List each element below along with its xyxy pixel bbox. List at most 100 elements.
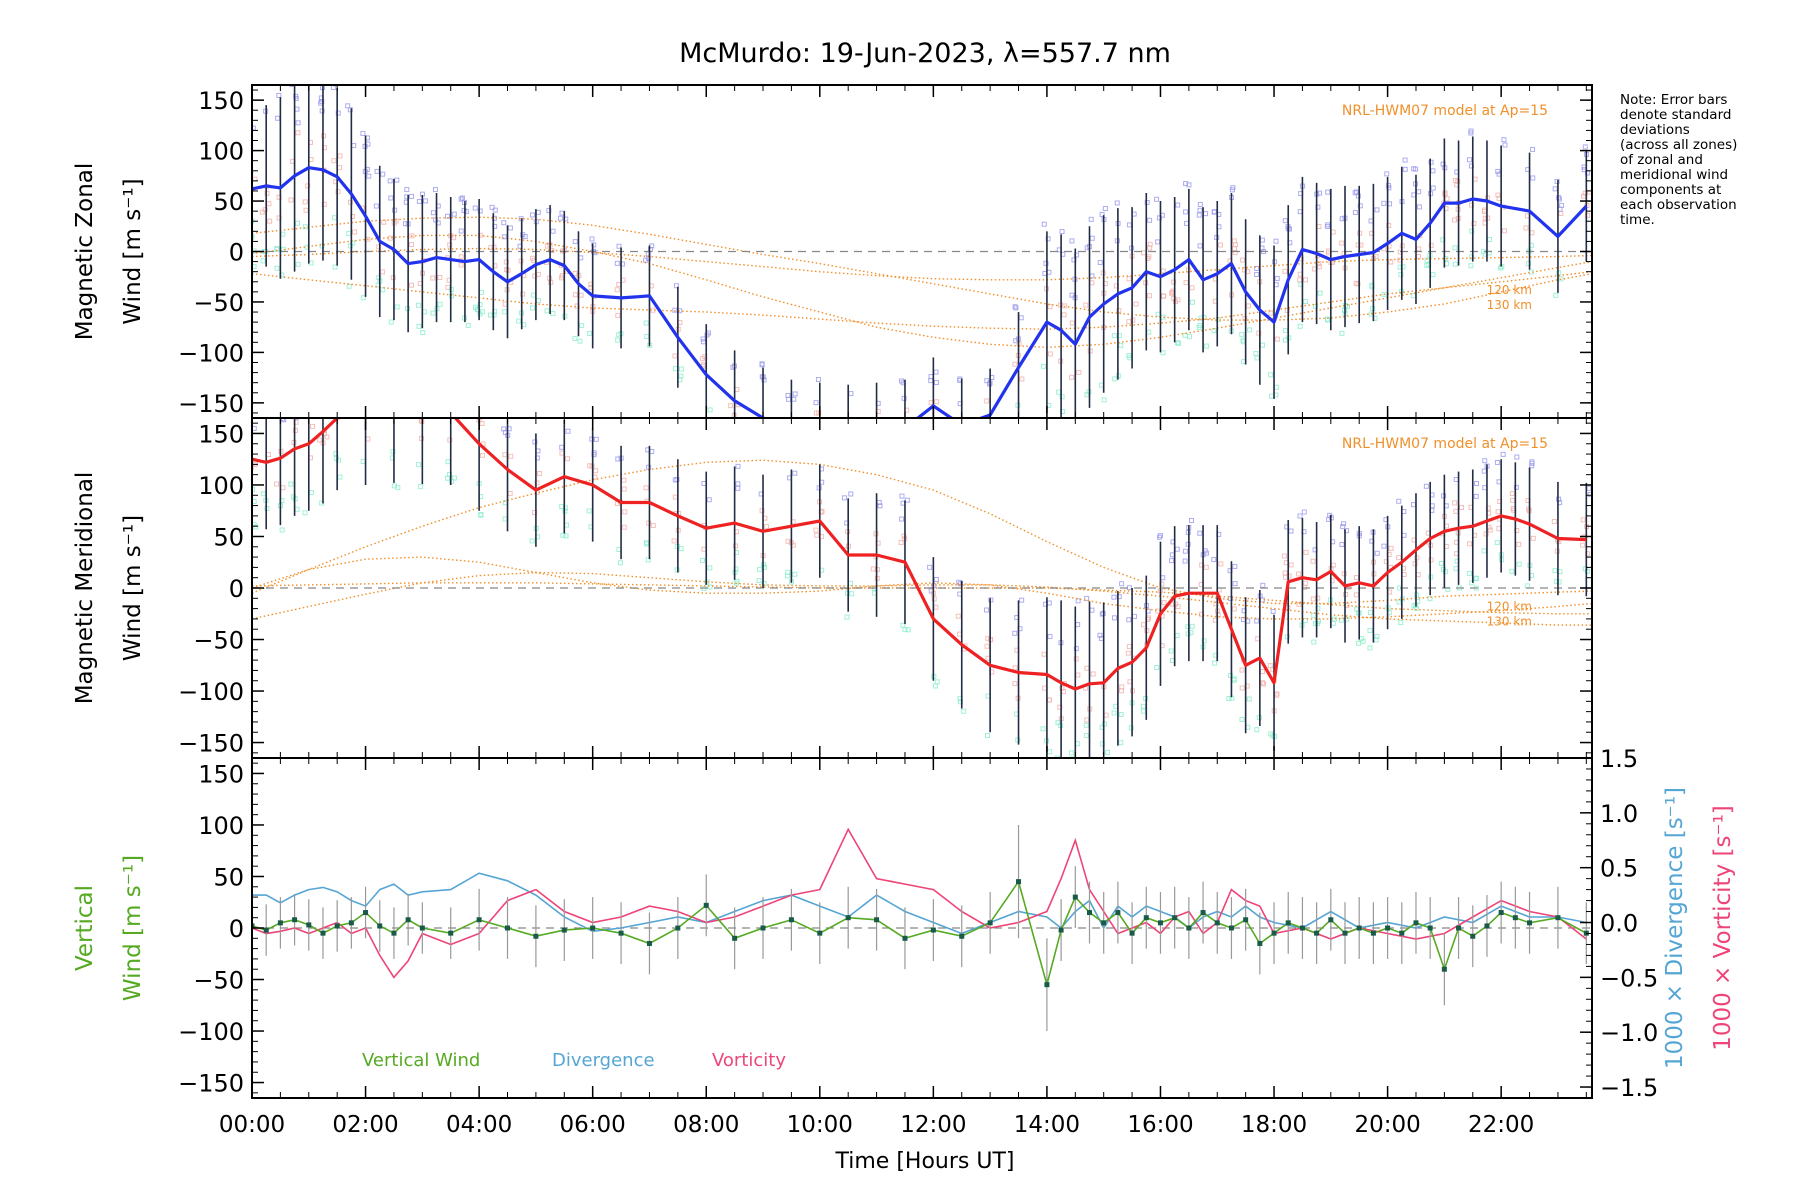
scatter-point: [1312, 621, 1318, 627]
scatter-point: [360, 130, 366, 136]
data-point: [1101, 920, 1107, 926]
legend-item: Vorticity: [712, 1050, 786, 1071]
scatter-point: [1268, 372, 1274, 378]
scatter-point: [459, 195, 465, 201]
scatter-point: [759, 508, 765, 514]
x-tick-label: 00:00: [219, 1112, 285, 1138]
data-point: [1115, 910, 1121, 916]
scatter-point: [983, 607, 989, 613]
scatter-point: [1495, 168, 1501, 174]
scatter-point: [252, 465, 254, 471]
scatter-point: [1090, 671, 1096, 677]
scatter-point: [1126, 617, 1132, 623]
series-line-zonal: [252, 166, 1588, 418]
scatter-point: [1183, 280, 1189, 286]
scatter-point: [560, 532, 566, 538]
scatter-point: [1217, 242, 1223, 248]
scatter-point: [1288, 562, 1294, 568]
y2-label-divergence: 1000 × Divergence [s⁻¹]: [1662, 787, 1688, 1069]
scatter-point: [289, 85, 295, 87]
model-label: NRL-HWM07 model at Ap=15: [1342, 103, 1548, 119]
plot-area: [252, 85, 1592, 418]
scatter-point: [430, 210, 436, 216]
note-line: denote standard: [1620, 107, 1731, 123]
scatter-point: [1356, 640, 1362, 646]
panel-zonal: 150 100 50 0 −50 −100 −150 NRL-HWM07 model at A…: [72, 84, 1593, 419]
scatter-point: [1552, 568, 1558, 574]
scatter-point: [1169, 558, 1175, 564]
scatter-point: [1303, 580, 1309, 586]
scatter-point: [1471, 220, 1477, 226]
scatter-point: [1054, 755, 1060, 758]
scatter-point: [815, 377, 821, 383]
y-tick-label: 50: [213, 863, 244, 891]
scatter-point: [1282, 218, 1288, 224]
scatter-point: [1118, 342, 1124, 348]
scatter-point: [841, 495, 847, 501]
scatter-point: [1317, 190, 1323, 196]
scatter-point: [279, 527, 285, 533]
scatter-point: [678, 546, 684, 552]
scatter-point: [1341, 521, 1347, 527]
scatter-point: [785, 538, 791, 544]
scatter-point: [563, 533, 569, 539]
scatter-point: [1111, 333, 1117, 339]
scatter-point: [1339, 240, 1345, 246]
scatter-point: [458, 196, 464, 202]
scatter-point: [673, 283, 679, 289]
scatter-point: [1513, 484, 1519, 490]
scatter-point: [477, 302, 483, 308]
scatter-point: [1325, 222, 1331, 228]
scatter-point: [706, 497, 712, 503]
scatter-point: [1582, 144, 1588, 150]
scatter-point: [1240, 257, 1246, 263]
scatter-point: [1047, 304, 1053, 310]
scatter-point: [615, 337, 621, 343]
scatter-point: [1128, 725, 1134, 731]
scatter-point: [1254, 355, 1260, 361]
scatter-point: [1254, 266, 1260, 272]
scatter-point: [502, 309, 508, 315]
scatter-point: [1156, 215, 1162, 221]
scatter-point: [621, 486, 627, 492]
data-point: [1072, 894, 1078, 900]
x-tick-label: 18:00: [1241, 1112, 1307, 1138]
scatter-point: [1133, 301, 1139, 307]
error-bar-note: Note: Error bars denote standard deviation…: [1620, 92, 1737, 228]
scatter-point: [1189, 285, 1195, 291]
data-point: [1399, 930, 1405, 936]
scatter-point: [1339, 542, 1345, 548]
scatter-point: [1069, 320, 1075, 326]
scatter-point: [1069, 756, 1075, 758]
data-point: [817, 930, 823, 936]
data-point: [1555, 915, 1561, 921]
scatter-point: [1097, 259, 1103, 265]
scatter-point: [1466, 157, 1472, 163]
scatter-point: [550, 228, 556, 234]
altitude-label: 130 km: [1487, 298, 1532, 312]
scatter-point: [905, 627, 911, 633]
scatter-point: [1516, 541, 1522, 547]
scatter-point: [1452, 245, 1458, 251]
data-point: [1087, 910, 1092, 916]
scatter-point: [1047, 351, 1053, 357]
scatter-point: [1268, 310, 1274, 316]
scatter-point: [1297, 513, 1303, 519]
scatter-point: [1530, 175, 1536, 181]
scatter-point: [1274, 691, 1280, 697]
y-tick-label: −100: [178, 678, 244, 706]
scatter-point: [813, 527, 819, 533]
scatter-point: [451, 235, 457, 241]
scatter-point: [1197, 243, 1203, 249]
scatter-point: [380, 171, 386, 177]
scatter-point: [409, 193, 415, 199]
scatter-point: [262, 207, 268, 213]
x-tick-label: 02:00: [332, 1112, 398, 1138]
data-point: [959, 933, 965, 939]
scatter-point: [1466, 570, 1472, 576]
scatter-point: [1154, 665, 1160, 671]
scatter-point: [480, 452, 486, 458]
scatter-point: [264, 190, 270, 196]
scatter-point: [1367, 610, 1373, 616]
scatter-point: [479, 420, 485, 426]
